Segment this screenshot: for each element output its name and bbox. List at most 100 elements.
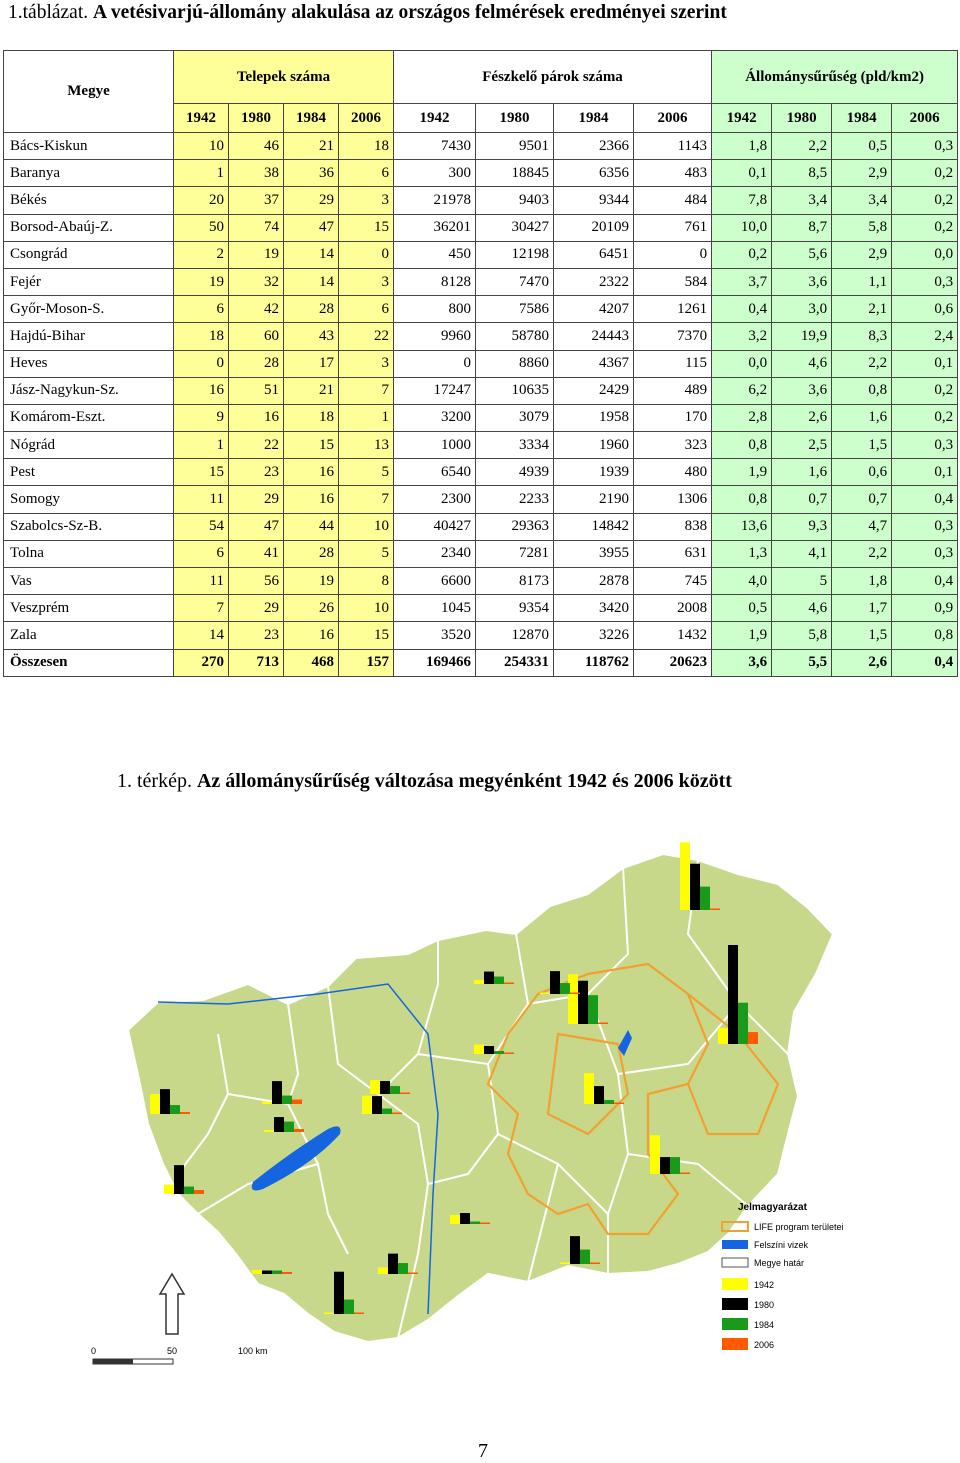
table-cell: 0,4: [891, 566, 959, 596]
table-cell: 3420: [553, 594, 635, 623]
table-cell: 1,7: [831, 594, 893, 623]
table-cell: 74: [228, 213, 284, 242]
density-bar: [550, 971, 560, 994]
table-cell: 15: [283, 431, 339, 460]
density-bar: [378, 1267, 388, 1274]
table-cell: 18: [337, 131, 395, 161]
density-bar: [494, 976, 504, 984]
table-cell: 32: [228, 267, 284, 297]
density-bar: [584, 1073, 594, 1104]
density-bar: [160, 1089, 170, 1114]
table-cell: 0,1: [891, 349, 959, 378]
table-cell: 118762: [553, 648, 635, 677]
table-cell: 484: [633, 186, 713, 215]
table-cell: 2300: [393, 485, 477, 514]
group-header-density: Állománysűrűség (pld/km2): [711, 50, 959, 104]
table-row: Baranya 1 38 36 6 300 18845 6356 483 0,1 8,5 2,9 0,2: [3, 159, 959, 188]
table-row: Jász-Nagykun-Sz. 16 51 21 7 17247 10635 2429 489…: [3, 376, 959, 405]
table-cell: 0,2: [891, 186, 959, 215]
table-cell: 3,6: [771, 267, 833, 297]
table-cell: 323: [633, 431, 713, 460]
scale-label-100: 100 km: [238, 1346, 268, 1356]
table-cell: 2429: [553, 376, 635, 405]
table-cell: 157: [337, 648, 395, 677]
table-cell: 0: [337, 240, 395, 269]
table-cell: 1,8: [711, 131, 773, 161]
year-header: 2006: [337, 103, 395, 133]
year-header: 1984: [283, 103, 339, 133]
table-cell: 4,1: [771, 539, 833, 569]
map-title: 1. térkép. Az állománysűrűség változása …: [117, 770, 732, 793]
table-cell: 14: [283, 267, 339, 297]
density-bar: [480, 1222, 490, 1224]
table-cell: 1,5: [831, 621, 893, 650]
table-cell: 9344: [553, 186, 635, 215]
density-bar: [272, 1270, 282, 1274]
table-cell: 0,8: [711, 485, 773, 514]
density-bar: [560, 983, 570, 994]
table-row: Nógrád 1 22 15 13 1000 3334 1960 323 0,8 2,5 1,5 0,3: [3, 431, 959, 460]
table-cell: 40427: [393, 512, 477, 541]
scale-label-0: 0: [91, 1346, 96, 1356]
density-bar: [362, 1095, 372, 1114]
table-cell: 17: [283, 349, 339, 378]
table-cell: 14: [173, 621, 229, 650]
table-cell: 5: [337, 539, 395, 569]
legend-item-1980: 1980: [754, 1300, 774, 1310]
table-row: Komárom-Eszt. 9 16 18 1 3200 3079 1958 170 2,8 2,6…: [3, 403, 959, 433]
county-name: Vas: [3, 566, 174, 596]
country-outline: [126, 852, 835, 1344]
table-cell: 4939: [475, 458, 555, 487]
table-cell: 483: [633, 159, 713, 188]
table-cell: 1045: [393, 594, 477, 623]
table-cell: 6600: [393, 566, 477, 596]
table-cell: 19: [228, 240, 284, 269]
table-cell: 9501: [475, 131, 555, 161]
table-cell: 3,4: [771, 186, 833, 215]
year-header: 1984: [831, 103, 893, 133]
table-cell: 170: [633, 403, 713, 433]
table-cell: 7370: [633, 322, 713, 351]
table-cell: 18845: [475, 159, 555, 188]
year-header: 2006: [891, 103, 959, 133]
table-cell: 0,3: [891, 431, 959, 460]
scale-label-50: 50: [167, 1346, 177, 1356]
table-cell: 29: [228, 594, 284, 623]
table-cell: 54: [173, 512, 229, 541]
table-cell: 6: [173, 539, 229, 569]
county-name: Somogy: [3, 485, 174, 514]
table-row: Zala 14 23 16 15 3520 12870 3226 1432 1,9 5,8 1,5 0,…: [3, 621, 959, 650]
density-bar: [484, 1046, 494, 1054]
table-cell: 44: [283, 512, 339, 541]
table-cell: 480: [633, 458, 713, 487]
table-cell: 1958: [553, 403, 635, 433]
group-header-pairs: Fészkelő párok száma: [393, 50, 713, 104]
density-bar: [470, 1221, 480, 1224]
county-name: Pest: [3, 458, 174, 487]
county-name: Heves: [3, 349, 174, 378]
legend-item-1984: 1984: [754, 1320, 774, 1330]
density-bar: [484, 971, 494, 984]
table-cell: 3,6: [711, 648, 773, 677]
table-cell: 2,9: [831, 159, 893, 188]
table-cell: 16: [228, 403, 284, 433]
table-cell: 2366: [553, 131, 635, 161]
table-cell: 3334: [475, 431, 555, 460]
table-cell: 169466: [393, 648, 477, 677]
table-cell: 16: [173, 376, 229, 405]
table-cell: 7470: [475, 267, 555, 297]
table-cell: 38: [228, 159, 284, 188]
table-cell: 2,8: [711, 403, 773, 433]
table-cell: 60: [228, 322, 284, 351]
table-cell: 19: [283, 566, 339, 596]
table-cell: 5,8: [771, 621, 833, 650]
table-cell: 5,6: [771, 240, 833, 269]
table-row: Vas 11 56 19 8 6600 8173 2878 745 4,0 5 1,8 0,4: [3, 566, 959, 596]
lake-tisza: [618, 1030, 632, 1056]
density-bars: [150, 842, 758, 1314]
table-cell: 12198: [475, 240, 555, 269]
table-cell: 0,6: [831, 458, 893, 487]
table-cell: 270: [173, 648, 229, 677]
table-cell: 1939: [553, 458, 635, 487]
density-bar: [324, 1312, 334, 1314]
